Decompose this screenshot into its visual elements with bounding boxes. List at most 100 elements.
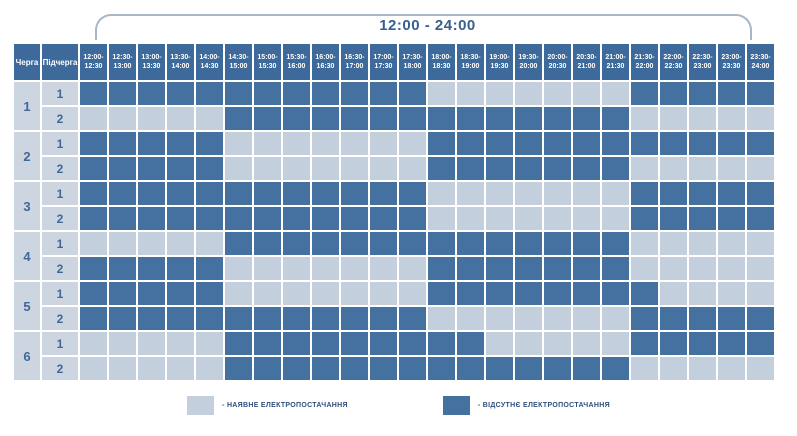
legend-outage-label: - ВІДСУТНЄ ЕЛЕКТРОПОСТАЧАННЯ (477, 402, 610, 409)
time-slot-header: 17:30- 18:00 (399, 44, 426, 80)
slot-cell-available (689, 282, 716, 305)
time-slot-line1: 17:00- (373, 53, 394, 61)
slot-cell-outage (138, 82, 165, 105)
slot-cell-outage (486, 232, 513, 255)
slot-cell-outage (370, 332, 397, 355)
slot-cell-outage (225, 207, 252, 230)
time-slot-header: 21:00- 21:30 (602, 44, 629, 80)
slot-cell-outage (660, 307, 687, 330)
slot-cell-available (312, 157, 339, 180)
queue-cell: 3 (14, 182, 40, 230)
time-slot-line2: 20:00 (519, 63, 538, 70)
slot-cell-outage (573, 107, 600, 130)
slot-cell-available (457, 182, 484, 205)
slot-cell-outage (254, 82, 281, 105)
slot-cell-available (312, 257, 339, 280)
slot-cell-outage (283, 357, 310, 380)
slot-cell-available (602, 307, 629, 330)
slot-cell-outage (602, 232, 629, 255)
slot-cell-available (573, 82, 600, 105)
slot-cell-outage (573, 257, 600, 280)
slot-cell-available (660, 157, 687, 180)
slot-cell-outage (486, 282, 513, 305)
slot-cell-available (428, 307, 455, 330)
time-slot-line1: 20:00- (547, 53, 568, 61)
slot-cell-outage (80, 257, 107, 280)
queue-cell: 1 (14, 82, 40, 130)
slot-cell-available (457, 207, 484, 230)
slot-cell-outage (80, 307, 107, 330)
slot-cell-available (602, 332, 629, 355)
slot-cell-outage (515, 132, 542, 155)
slot-cell-outage (370, 207, 397, 230)
slot-cell-available (138, 332, 165, 355)
slot-cell-outage (428, 107, 455, 130)
time-slot-line1: 18:00- (431, 53, 452, 61)
slot-cell-available (660, 257, 687, 280)
slot-cell-available (80, 332, 107, 355)
time-slot-line1: 14:30- (228, 53, 249, 61)
slot-cell-outage (196, 82, 223, 105)
subqueue-cell: 1 (42, 332, 78, 355)
slot-cell-outage (689, 82, 716, 105)
slot-cell-outage (573, 357, 600, 380)
slot-cell-available (225, 132, 252, 155)
time-slot-line2: 23:00 (693, 63, 712, 70)
slot-cell-available (196, 357, 223, 380)
slot-cell-available (254, 257, 281, 280)
subqueue-cell: 2 (42, 107, 78, 130)
slot-cell-available (225, 282, 252, 305)
slot-cell-available (312, 282, 339, 305)
slot-cell-outage (718, 132, 745, 155)
slot-cell-available (718, 157, 745, 180)
slot-cell-available (689, 107, 716, 130)
time-slot-line2: 17:00 (345, 63, 364, 70)
queue-cell: 5 (14, 282, 40, 330)
slot-cell-outage (747, 307, 774, 330)
slot-cell-outage (109, 182, 136, 205)
slot-cell-outage (544, 132, 571, 155)
slot-cell-outage (428, 357, 455, 380)
time-slot-line2: 22:00 (635, 63, 654, 70)
slot-cell-available (167, 232, 194, 255)
slot-cell-outage (80, 282, 107, 305)
time-slot-header: 18:00- 18:30 (428, 44, 455, 80)
slot-cell-outage (138, 257, 165, 280)
slot-cell-available (747, 357, 774, 380)
time-slot-header: 13:00- 13:30 (138, 44, 165, 80)
slot-cell-outage (602, 132, 629, 155)
slot-cell-available (283, 282, 310, 305)
slot-cell-outage (138, 282, 165, 305)
slot-cell-outage (486, 157, 513, 180)
time-slot-header: 20:00- 20:30 (544, 44, 571, 80)
slot-cell-available (109, 232, 136, 255)
slot-cell-available (109, 332, 136, 355)
time-slot-line1: 23:00- (721, 53, 742, 61)
slot-cell-outage (428, 282, 455, 305)
slot-cell-outage (109, 157, 136, 180)
time-slot-header: 20:30- 21:00 (573, 44, 600, 80)
queue-column-header: Черга (14, 44, 40, 80)
slot-cell-outage (689, 182, 716, 205)
slot-cell-outage (747, 332, 774, 355)
time-slot-line1: 22:30- (692, 53, 713, 61)
slot-cell-outage (428, 257, 455, 280)
slot-cell-outage (283, 207, 310, 230)
slot-cell-outage (544, 357, 571, 380)
time-slot-header: 14:30- 15:00 (225, 44, 252, 80)
slot-cell-outage (312, 107, 339, 130)
time-slot-line2: 13:30 (142, 63, 161, 70)
slot-cell-available (196, 107, 223, 130)
subqueue-cell: 1 (42, 282, 78, 305)
slot-cell-outage (341, 82, 368, 105)
time-slot-header: 18:30- 19:00 (457, 44, 484, 80)
slot-cell-outage (196, 257, 223, 280)
slot-cell-available (167, 357, 194, 380)
time-slot-line2: 21:30 (606, 63, 625, 70)
slot-cell-available (167, 107, 194, 130)
slot-cell-available (660, 107, 687, 130)
slot-cell-outage (718, 182, 745, 205)
slot-cell-outage (109, 307, 136, 330)
slot-cell-outage (225, 357, 252, 380)
subqueue-cell: 1 (42, 232, 78, 255)
